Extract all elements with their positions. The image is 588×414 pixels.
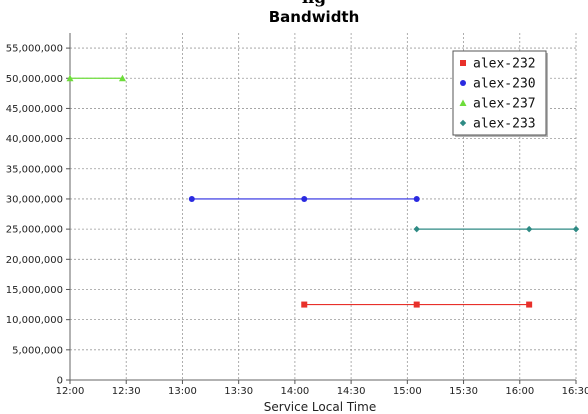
- x-tick-label: 16:00: [505, 386, 534, 397]
- x-tick-label: 13:30: [224, 386, 253, 397]
- x-tick-label: 16:30: [562, 386, 588, 397]
- x-axis-ticks: 12:00 12:30 13:00 13:30 14:00 14:30 15:00 15:30…: [56, 380, 588, 397]
- data-point: [66, 74, 74, 82]
- x-tick-label: 14:00: [280, 386, 309, 397]
- y-tick-label: 40,000,000: [6, 134, 63, 145]
- legend: alex-232 alex-230 alex-237 alex-233: [452, 50, 548, 137]
- series-alex-230: [188, 195, 420, 202]
- y-tick-label: 30,000,000: [6, 194, 63, 205]
- data-point: [572, 225, 580, 233]
- series-alex-233: [413, 225, 580, 233]
- legend-marker: [460, 80, 466, 86]
- y-tick-label: 35,000,000: [6, 164, 63, 175]
- chart-title: Bandwidth: [269, 8, 360, 26]
- y-tick-label: 55,000,000: [6, 44, 63, 55]
- x-tick-label: 12:00: [56, 386, 85, 397]
- legend-label: alex-237: [473, 97, 536, 112]
- legend-marker: [459, 119, 467, 127]
- y-tick-label: 20,000,000: [6, 255, 63, 266]
- data-point: [301, 195, 308, 202]
- x-tick-label: 15:30: [449, 386, 478, 397]
- data-point: [188, 195, 195, 202]
- x-tick-label: 15:00: [393, 386, 422, 397]
- data-point: [118, 74, 126, 82]
- y-tick-label: 0: [57, 376, 63, 387]
- data-point: [301, 301, 308, 308]
- y-tick-label: 50,000,000: [6, 74, 63, 85]
- y-tick-label: 10,000,000: [6, 315, 63, 326]
- x-tick-label: 14:30: [337, 386, 366, 397]
- legend-marker: [460, 60, 466, 66]
- legend-item: alex-233: [459, 117, 536, 132]
- legend-box: [452, 50, 547, 136]
- y-tick-label: 25,000,000: [6, 225, 63, 236]
- series-layer: [66, 74, 580, 308]
- axes: [69, 33, 576, 381]
- data-point: [413, 195, 420, 202]
- series-alex-237: [66, 74, 126, 82]
- series-alex-232: [301, 301, 533, 308]
- data-point: [413, 301, 420, 308]
- data-point: [526, 301, 533, 308]
- y-tick-label: 45,000,000: [6, 104, 63, 115]
- y-tick-label: 15,000,000: [6, 285, 63, 296]
- data-point: [525, 225, 533, 233]
- legend-item: alex-232: [460, 57, 536, 72]
- data-point: [413, 225, 420, 233]
- legend-label: alex-232: [473, 57, 536, 72]
- legend-item: alex-237: [459, 97, 536, 112]
- legend-label: alex-230: [473, 77, 536, 92]
- chart-title-clipped: ng: [302, 0, 326, 8]
- x-tick-label: 13:00: [168, 386, 197, 397]
- legend-marker: [459, 99, 467, 106]
- legend-label: alex-233: [473, 117, 536, 132]
- x-axis-title: Service Local Time: [264, 400, 376, 414]
- x-tick-label: 12:30: [112, 386, 141, 397]
- y-tick-label: 5,000,000: [12, 345, 63, 356]
- legend-item: alex-230: [460, 77, 536, 92]
- y-axis-ticks: 0 5,000,000 10,000,000 15,000,000 20,000,000…: [6, 44, 70, 387]
